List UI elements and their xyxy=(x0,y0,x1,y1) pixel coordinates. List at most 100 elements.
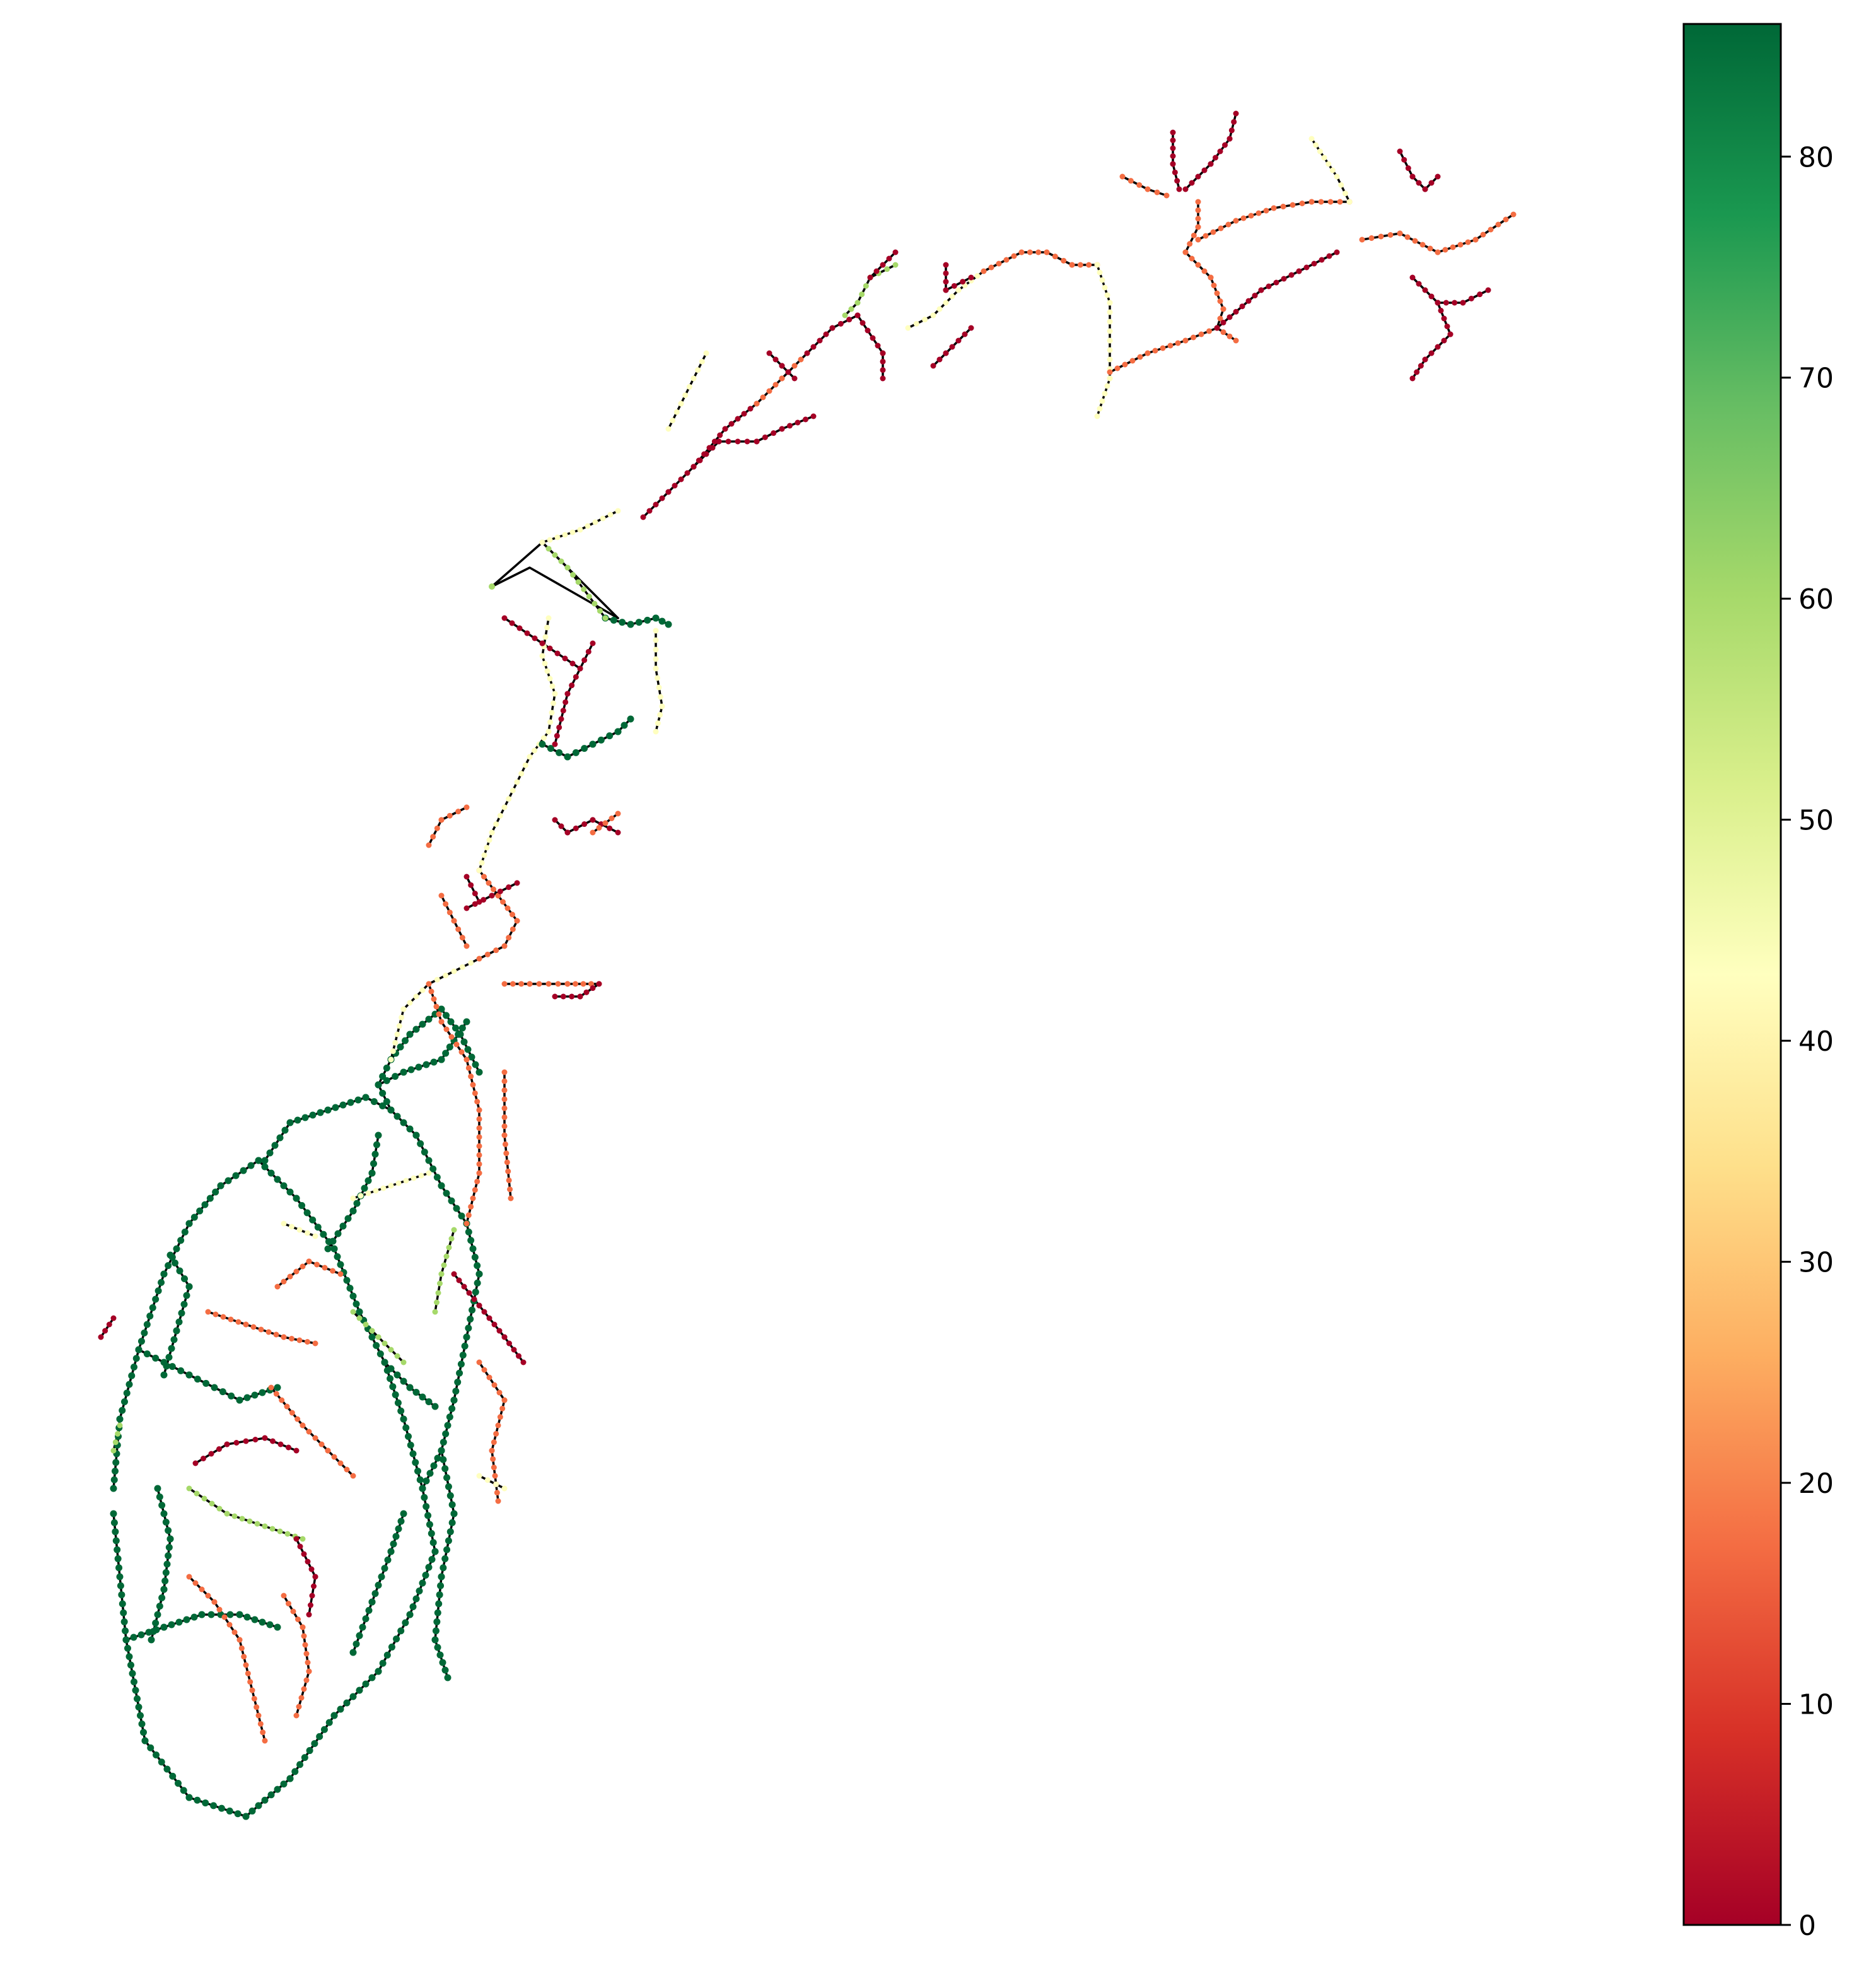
road-node xyxy=(412,1595,420,1603)
road-node xyxy=(379,1659,387,1667)
road-node xyxy=(236,1637,243,1643)
road-node xyxy=(448,1236,455,1242)
colorbar-tick-label: 50 xyxy=(1798,805,1834,837)
road-node xyxy=(261,1796,269,1804)
road-node xyxy=(388,1643,395,1651)
road-node xyxy=(665,426,672,432)
road-node xyxy=(501,615,508,621)
road-node xyxy=(175,1318,183,1326)
road-node xyxy=(481,1367,487,1373)
road-node xyxy=(468,960,474,966)
road-node xyxy=(443,1474,451,1482)
road-node xyxy=(1203,233,1209,239)
road-node xyxy=(185,1220,193,1227)
road-node xyxy=(296,1227,303,1233)
road-node xyxy=(562,532,568,538)
road-node xyxy=(205,1309,211,1315)
road-node xyxy=(892,262,899,268)
road-node xyxy=(162,1518,170,1526)
road-node xyxy=(690,375,697,382)
road-node xyxy=(484,1477,491,1483)
road-node xyxy=(539,653,545,659)
road-node xyxy=(320,1231,327,1238)
road-node xyxy=(409,1450,417,1458)
road-network-edges xyxy=(100,112,1515,1818)
road-node xyxy=(448,1197,455,1205)
road-node xyxy=(463,804,470,810)
road-node xyxy=(577,993,583,1000)
road-node xyxy=(586,593,592,600)
road-node xyxy=(552,817,558,823)
road-node xyxy=(293,1447,300,1454)
road-node xyxy=(434,1609,441,1616)
road-node xyxy=(658,617,666,625)
road-node xyxy=(178,1309,185,1317)
road-node xyxy=(274,1283,281,1290)
road-node xyxy=(468,1073,474,1080)
road-node xyxy=(501,1334,508,1340)
road-node xyxy=(322,1265,328,1271)
road-node xyxy=(1160,345,1166,351)
road-node xyxy=(620,722,628,729)
road-node xyxy=(779,363,785,369)
road-node xyxy=(331,1454,337,1460)
road-node xyxy=(481,897,487,903)
road-node xyxy=(392,1073,399,1080)
road-node xyxy=(892,249,899,255)
road-node xyxy=(220,1314,226,1320)
road-node xyxy=(481,874,487,880)
road-node xyxy=(1256,210,1262,216)
road-node xyxy=(602,820,609,826)
road-node xyxy=(325,1719,333,1726)
road-node xyxy=(1191,232,1197,238)
colorbar-tick-label: 30 xyxy=(1798,1247,1834,1279)
road-node xyxy=(481,852,487,858)
road-node xyxy=(1213,155,1218,161)
road-node xyxy=(699,358,705,365)
road-node xyxy=(448,1501,456,1509)
road-node xyxy=(863,283,869,289)
road-node xyxy=(514,779,520,785)
road-edge xyxy=(188,1576,266,1742)
road-node xyxy=(653,637,659,643)
road-node xyxy=(1222,142,1228,148)
road-node xyxy=(293,1536,300,1542)
road-node xyxy=(448,1405,456,1412)
road-node xyxy=(472,1061,479,1068)
road-node xyxy=(114,1546,121,1553)
road-node xyxy=(873,268,880,274)
road-node xyxy=(1069,262,1075,268)
road-node xyxy=(297,1543,303,1550)
road-node xyxy=(421,1494,428,1501)
road-node xyxy=(988,264,994,271)
road-node xyxy=(395,1525,402,1533)
road-node xyxy=(400,1377,407,1385)
road-node xyxy=(137,1338,145,1345)
road-node xyxy=(1327,199,1334,205)
road-node xyxy=(496,1389,503,1396)
road-node xyxy=(497,812,503,819)
road-node xyxy=(446,1492,454,1499)
road-node xyxy=(573,674,579,680)
road-node xyxy=(346,1285,354,1292)
road-node xyxy=(1435,173,1441,180)
road-node xyxy=(854,300,861,306)
road-node xyxy=(496,1328,503,1334)
road-node xyxy=(1409,375,1416,382)
road-node xyxy=(1214,290,1220,296)
road-node xyxy=(1027,249,1033,255)
road-node xyxy=(506,796,512,802)
road-node xyxy=(1342,190,1348,197)
road-node xyxy=(132,1355,140,1362)
road-node xyxy=(489,1447,495,1454)
road-node xyxy=(493,821,499,827)
road-node xyxy=(152,1295,160,1303)
road-node xyxy=(219,1388,226,1396)
road-node xyxy=(294,1116,301,1124)
road-node xyxy=(302,1642,308,1648)
road-node xyxy=(1337,199,1343,205)
road-node xyxy=(140,1729,147,1736)
road-node xyxy=(251,1391,259,1399)
road-node xyxy=(253,1704,260,1710)
road-node xyxy=(441,1465,449,1473)
